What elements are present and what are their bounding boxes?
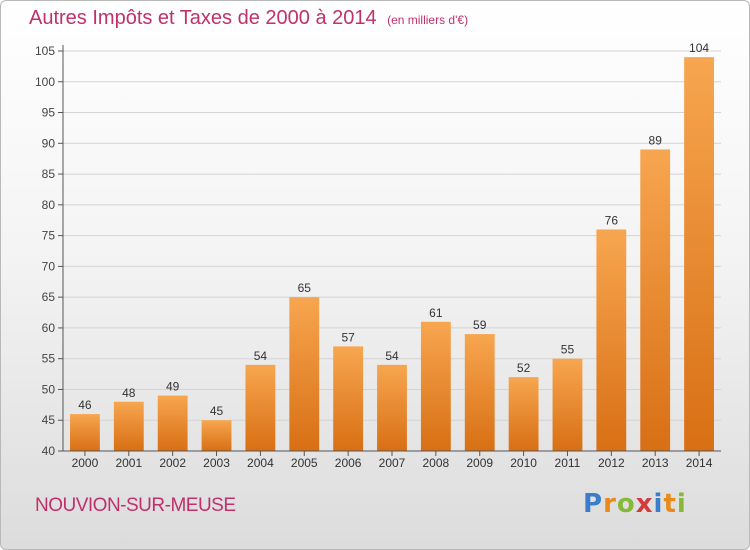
logo-letter: i	[676, 489, 687, 519]
data-label: 55	[561, 343, 575, 357]
y-tick-label: 40	[42, 444, 56, 458]
bar	[245, 364, 276, 451]
data-label: 49	[166, 380, 180, 394]
bar	[377, 364, 407, 451]
data-label: 57	[341, 330, 355, 344]
data-label: 76	[605, 213, 619, 227]
proxiti-logo: Proxiti	[583, 489, 687, 519]
bar	[464, 334, 495, 451]
bar	[289, 297, 320, 451]
y-axis: 40 45 50 55 60 65 70 75 80 85 90 95 100 105	[35, 44, 64, 458]
data-label: 48	[122, 386, 136, 400]
x-tick-label: 2014	[686, 456, 713, 470]
data-label: 46	[78, 398, 92, 412]
bar	[333, 346, 364, 451]
bar	[157, 395, 188, 451]
x-tick-label: 2002	[159, 456, 186, 470]
data-label: 61	[429, 306, 443, 320]
y-tick-label: 65	[42, 290, 56, 304]
y-tick-label: 75	[42, 229, 56, 243]
commune-name: NOUVION-SUR-MEUSE	[35, 495, 236, 516]
data-label: 54	[385, 349, 399, 363]
logo-letter: x	[635, 489, 654, 519]
chart-header: Autres Impôts et Taxes de 2000 à 2014 (e…	[29, 7, 468, 30]
bar	[420, 321, 451, 451]
data-label: 65	[298, 281, 312, 295]
chart-title: Autres Impôts et Taxes de 2000 à 2014	[29, 7, 377, 29]
bar	[684, 57, 714, 452]
logo-letter: i	[653, 489, 664, 519]
x-axis: 2000 2001 2002 2003 2004 2005 2006 2007 2008 2009…	[63, 450, 721, 470]
x-tick-label: 2007	[379, 456, 406, 470]
y-tick-label: 90	[42, 136, 56, 150]
y-tick-label: 45	[42, 413, 56, 427]
logo-letter: P	[583, 489, 604, 519]
x-tick-label: 2008	[423, 456, 450, 470]
data-label: 89	[649, 133, 663, 147]
chart-unit: (en milliers d'€)	[387, 13, 469, 27]
x-tick-label: 2006	[335, 456, 362, 470]
data-label: 59	[473, 318, 487, 332]
x-tick-label: 2010	[510, 456, 537, 470]
y-tick-label: 50	[42, 382, 56, 396]
y-tick-label: 70	[42, 259, 56, 273]
bar	[640, 149, 671, 451]
x-tick-label: 2000	[72, 456, 99, 470]
x-tick-label: 2003	[203, 456, 230, 470]
bar	[508, 377, 539, 451]
x-tick-label: 2011	[555, 456, 581, 470]
data-label: 52	[517, 361, 531, 375]
y-tick-label: 100	[35, 75, 55, 89]
x-tick-label: 2001	[115, 456, 142, 470]
data-label: 54	[254, 349, 268, 363]
bar	[70, 414, 100, 451]
data-label: 45	[210, 404, 224, 418]
x-tick-label: 2005	[291, 456, 318, 470]
bars: 46 48 49 45 54 65 57 54 61 59 52 55 76 89 104	[70, 41, 714, 452]
y-tick-label: 95	[42, 106, 56, 120]
y-tick-label: 80	[42, 198, 56, 212]
y-tick-label: 105	[35, 44, 55, 58]
y-tick-label: 60	[42, 321, 56, 335]
x-tick-label: 2009	[466, 456, 493, 470]
data-label: 104	[689, 41, 709, 55]
y-tick-label: 85	[42, 167, 56, 181]
logo-letter: t	[663, 489, 677, 519]
bar	[552, 358, 583, 451]
y-tick-label: 55	[42, 352, 56, 366]
logo-letter: r	[603, 489, 617, 519]
bar	[113, 401, 144, 451]
bar	[201, 420, 232, 451]
x-tick-label: 2013	[642, 456, 669, 470]
bar	[596, 229, 627, 451]
logo-letter: o	[616, 489, 636, 519]
x-tick-label: 2004	[247, 456, 274, 470]
x-tick-label: 2012	[598, 456, 625, 470]
